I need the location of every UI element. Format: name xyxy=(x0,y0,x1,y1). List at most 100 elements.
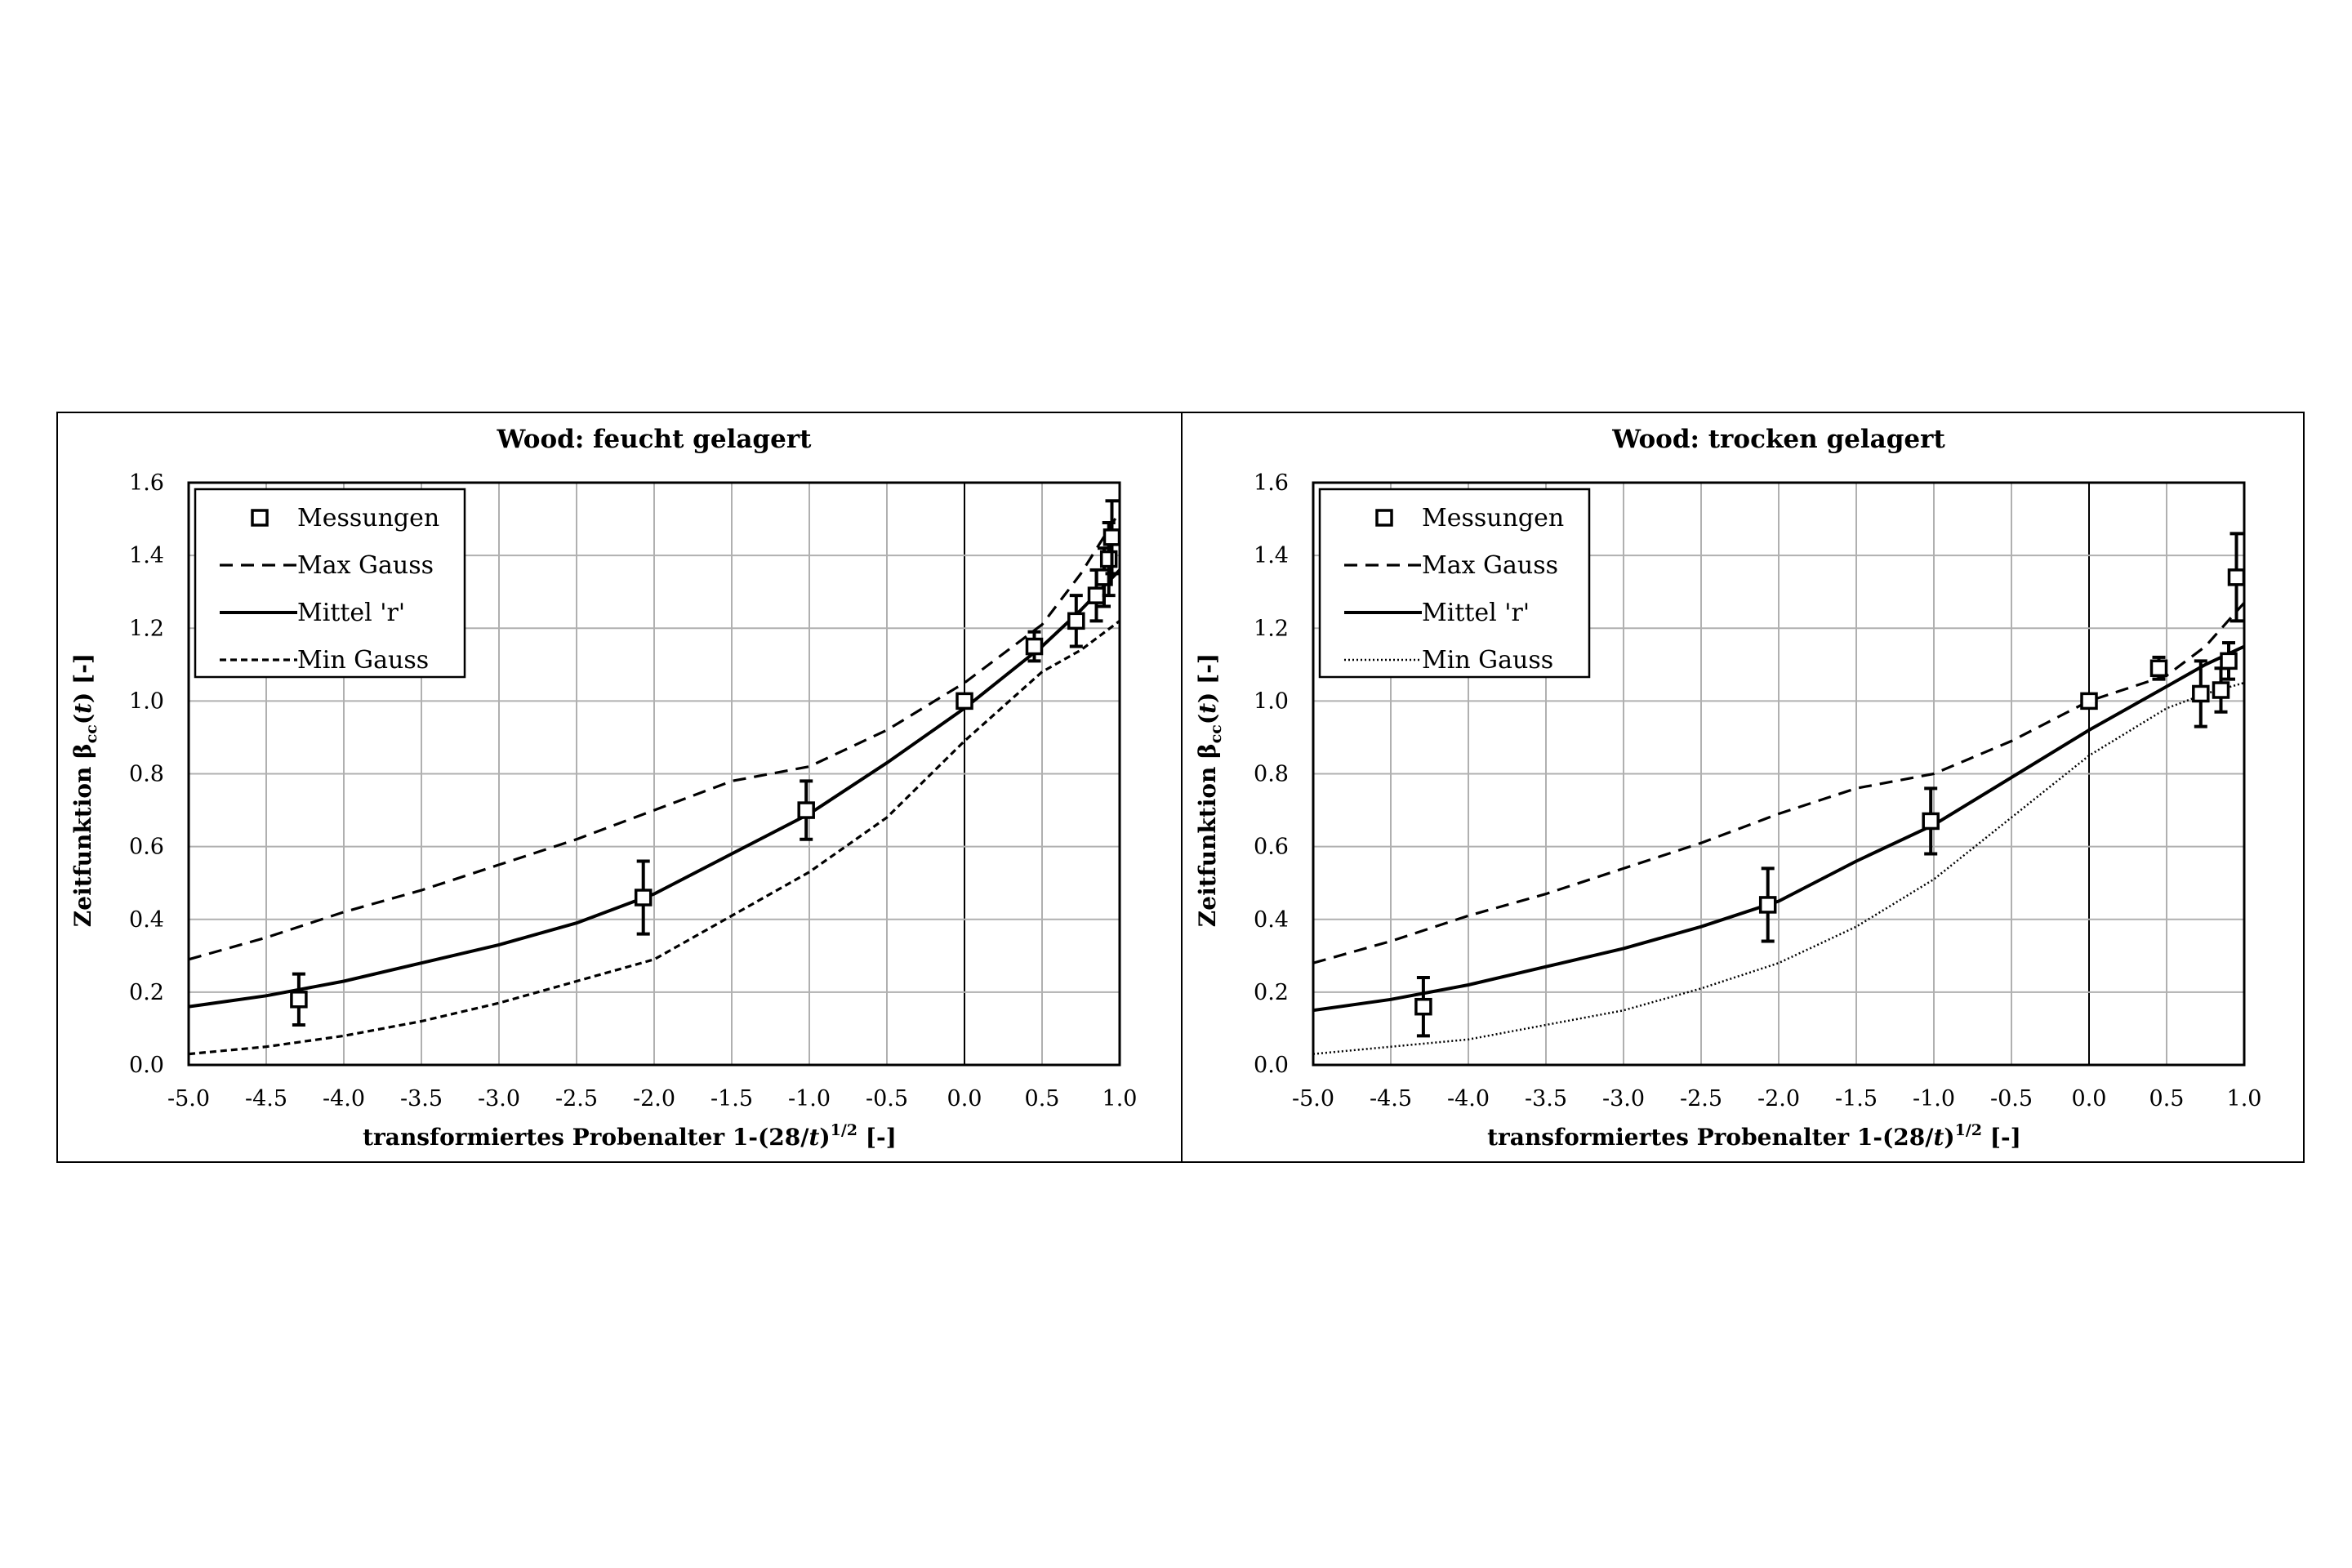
marker-square xyxy=(634,889,653,906)
figure-frame: Wood: feucht gelagert -5.0 -4.5 -4.0 -3.5 -3.… xyxy=(56,412,2305,1163)
marker-square xyxy=(1758,896,1777,914)
y-tick-label: 1.0 xyxy=(1254,688,1289,714)
data-point xyxy=(290,972,308,1027)
marker-square xyxy=(1025,637,1044,656)
y-axis-label-open: ( xyxy=(1194,714,1221,724)
legend-box xyxy=(194,488,466,679)
x-tick-label: 0.5 xyxy=(2149,1086,2185,1111)
marker-square xyxy=(2192,684,2210,703)
x-tick-label: -1.0 xyxy=(788,1086,831,1111)
x-tick-label: -3.5 xyxy=(1525,1086,1567,1111)
series-line-short-dashed xyxy=(189,620,1120,1056)
marker-square xyxy=(1414,997,1432,1016)
legend-marker-square xyxy=(251,509,269,527)
x-tick-label: -1.5 xyxy=(1835,1086,1878,1111)
marker-square xyxy=(1922,812,1940,831)
legend-item: Min Gauss xyxy=(1344,646,1553,675)
x-axis-label: transformiertes Probenalter 1-(28/t)1/2 … xyxy=(363,1121,897,1151)
plot-area xyxy=(187,481,1121,1067)
x-tick-label: -4.0 xyxy=(323,1086,365,1111)
panel-divider xyxy=(1181,413,1183,1161)
y-axis-label: Zeitfunktion βcc(t) [-] xyxy=(1194,653,1225,927)
y-axis-label-sub: cc xyxy=(82,724,100,743)
data-point xyxy=(1758,866,1777,943)
x-tick-label: 1.0 xyxy=(1102,1086,1138,1111)
y-axis-label-tail: ) [-] xyxy=(69,653,96,703)
y-tick-label: 0.0 xyxy=(1254,1053,1289,1078)
legend-item: Mittel 'r' xyxy=(220,599,405,627)
x-tick-label: -1.5 xyxy=(710,1086,753,1111)
legend-label: Mittel 'r' xyxy=(297,599,405,627)
x-tick-label: -4.0 xyxy=(1447,1086,1490,1111)
x-tick-label: -5.0 xyxy=(167,1086,210,1111)
y-tick-label: 1.6 xyxy=(129,470,164,496)
y-axis-label: Zeitfunktion βcc(t) [-] xyxy=(69,653,100,927)
y-tick-label: 0.4 xyxy=(1254,907,1289,933)
y-tick-label: 0.4 xyxy=(129,907,164,933)
y-tick-label: 1.4 xyxy=(1254,543,1289,568)
x-tick-label: -4.5 xyxy=(1370,1086,1412,1111)
x-tick-label: -3.5 xyxy=(400,1086,443,1111)
data-point xyxy=(2227,532,2246,623)
data-point xyxy=(1414,976,1432,1038)
x-tick-label: -0.5 xyxy=(866,1086,908,1111)
legend: Messungen Max Gauss Mittel 'r' Min Gauss xyxy=(1318,488,1591,679)
chart-svg-trocken: Wood: trocken gelagert -5.0 -4.5 -4.0 -3.5 -3… xyxy=(1194,425,2262,1151)
data-point xyxy=(1102,499,1121,576)
x-axis-label-close: ) xyxy=(1944,1124,1954,1151)
marker-square xyxy=(2149,659,2168,678)
x-axis-label-main: transformiertes Probenalter 1-(28/ xyxy=(1487,1124,1934,1151)
plot-area xyxy=(1312,481,2246,1067)
x-axis-label-sup: 1/2 xyxy=(831,1121,858,1139)
chart-title: Wood: trocken gelagert xyxy=(1611,425,1945,454)
chart-panel-feucht: Wood: feucht gelagert -5.0 -4.5 -4.0 -3.5 -3.… xyxy=(58,413,1181,1161)
y-tick-label: 0.8 xyxy=(1254,762,1289,787)
x-tick-label: 0.0 xyxy=(947,1086,982,1111)
marker-square xyxy=(1099,550,1118,568)
marker-square xyxy=(2220,652,2238,670)
y-axis-label-var: t xyxy=(1194,703,1221,714)
series-line-solid xyxy=(189,568,1120,1009)
y-tick-label: 1.0 xyxy=(129,688,164,714)
y-axis-label-var: t xyxy=(69,703,96,714)
data-point xyxy=(1067,594,1085,648)
chart-title: Wood: feucht gelagert xyxy=(497,425,813,454)
legend-item: Max Gauss xyxy=(1344,551,1558,580)
y-tick-label: 1.6 xyxy=(1254,470,1289,496)
x-tick-label: 1.0 xyxy=(2227,1086,2262,1111)
marker-square xyxy=(956,692,973,710)
legend-label: Messungen xyxy=(297,504,439,532)
y-tick-label: 1.2 xyxy=(1254,616,1289,641)
y-axis-label-tail: ) [-] xyxy=(1194,653,1221,703)
legend-item: Messungen xyxy=(1375,504,1564,532)
x-tick-label: -2.5 xyxy=(1680,1086,1722,1111)
y-axis-label-main: Zeitfunktion β xyxy=(1194,743,1221,927)
series-line-dashed xyxy=(189,510,1120,961)
x-tick-label: -2.0 xyxy=(1757,1086,1800,1111)
data-point xyxy=(634,859,653,936)
legend-item: Min Gauss xyxy=(220,646,429,675)
data-point xyxy=(2212,666,2230,714)
legend-label: Max Gauss xyxy=(1422,551,1558,580)
y-tick-label: 0.2 xyxy=(129,980,164,1005)
data-point xyxy=(797,779,815,841)
y-tick-label: 1.2 xyxy=(129,616,164,641)
legend-item: Max Gauss xyxy=(220,551,434,580)
data-point xyxy=(956,692,973,710)
y-axis-label-sub: cc xyxy=(1207,724,1225,743)
marker-square xyxy=(1102,528,1121,546)
marker-square xyxy=(2212,681,2230,699)
y-tick-label: 0.0 xyxy=(129,1053,164,1078)
chart-svg-feucht: Wood: feucht gelagert -5.0 -4.5 -4.0 -3.5 -3.… xyxy=(69,425,1138,1151)
y-tick-label: 0.8 xyxy=(129,762,164,787)
y-axis-label-main: Zeitfunktion β xyxy=(69,743,96,927)
x-tick-label: -2.0 xyxy=(633,1086,675,1111)
series-line-dashed xyxy=(1313,602,2244,964)
legend-label: Max Gauss xyxy=(297,551,434,580)
legend-marker-square xyxy=(1375,509,1393,527)
data-point xyxy=(1922,786,1940,856)
marker-square xyxy=(1087,586,1106,604)
data-point xyxy=(2220,641,2238,681)
series-line-solid xyxy=(1313,644,2244,1013)
x-axis-label-var: t xyxy=(808,1124,819,1151)
